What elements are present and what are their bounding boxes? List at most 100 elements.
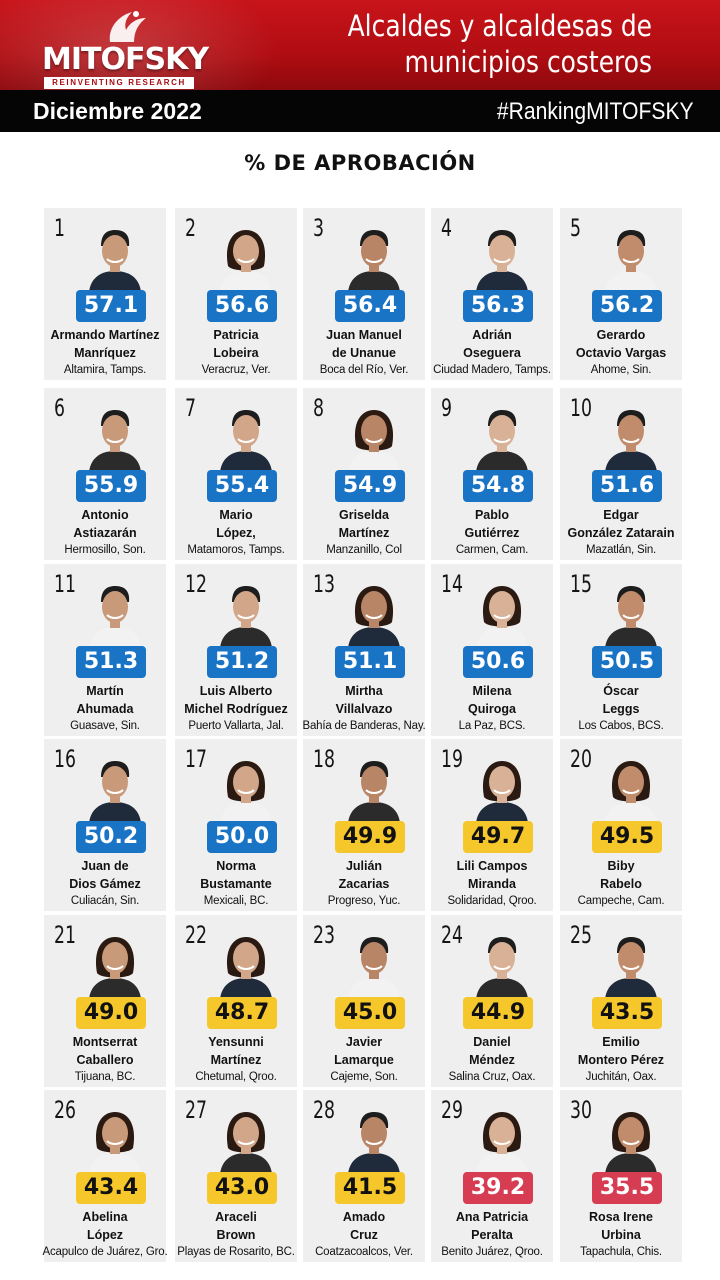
mayor-name-line-1: Javier	[345, 1035, 383, 1049]
mayor-name-line-2: Dios Gámez	[69, 877, 141, 891]
municipality-label: Playas de Rosarito, BC.	[177, 1246, 295, 1258]
rank-number: 10	[570, 394, 592, 422]
mayor-card: 2 56.6 Patricia Lobeira Veracruz, Ver.	[175, 208, 297, 380]
rank-number: 18	[313, 745, 335, 773]
rank-number: 23	[313, 921, 335, 949]
mayor-name: Mirtha Villalvazo	[303, 682, 425, 718]
logo-emblem-icon	[109, 11, 146, 42]
approval-score-badge: 41.5	[335, 1172, 405, 1204]
approval-score-badge: 39.2	[463, 1172, 533, 1204]
mayor-name-line-1: Gerardo	[596, 328, 646, 342]
rank-number: 22	[185, 921, 207, 949]
mayor-name-line-2: Caballero	[76, 1053, 134, 1067]
municipality-label: Acapulco de Juárez, Gro.	[42, 1246, 168, 1258]
municipality-label: Tijuana, BC.	[74, 1071, 136, 1083]
mayor-name: Griselda Martínez	[303, 506, 425, 542]
approval-score-badge: 49.9	[335, 821, 405, 853]
mayor-name-line-1: Antonio	[81, 508, 129, 522]
approval-score-badge: 55.4	[207, 470, 277, 502]
mayor-card: 6 55.9 Antonio Astiazarán Hermosillo, Son.	[44, 388, 166, 560]
approval-score-badge: 43.0	[207, 1172, 277, 1204]
mayor-card: 10 51.6 Edgar González Zatarain Mazatlán, Si…	[560, 388, 682, 560]
logo-tagline: REINVENTING RESEARCH	[44, 77, 194, 89]
approval-score-badge: 51.2	[207, 646, 277, 678]
mayor-name-line-2: Martínez	[210, 1053, 262, 1067]
rank-number: 5	[570, 214, 582, 242]
approval-score-badge: 48.7	[207, 997, 277, 1029]
municipality-label: Mazatlán, Sin.	[585, 544, 657, 556]
mayor-name: Milena Quiroga	[431, 682, 553, 718]
portrait-photo	[601, 929, 661, 999]
mayor-name: Martín Ahumada	[44, 682, 166, 718]
rank-number: 7	[185, 394, 197, 422]
portrait-photo	[216, 753, 276, 823]
mayor-card: 26 43.4 Abelina López Acapulco de Juárez, Gr…	[43, 1090, 168, 1262]
rank-number: 30	[570, 1096, 592, 1124]
municipality-label: Ciudad Madero, Tamps.	[433, 364, 551, 376]
mayor-name: Juan Manuel de Unanue	[303, 326, 425, 362]
rank-number: 27	[185, 1096, 207, 1124]
portrait-photo	[601, 222, 661, 292]
municipality-label: Ahome, Sin.	[590, 364, 652, 376]
municipality-label: Tapachula, Chis.	[580, 1246, 662, 1258]
mayor-card: 21 49.0 Montserrat Caballero Tijuana, BC.	[44, 915, 166, 1087]
approval-score-badge: 51.1	[335, 646, 405, 678]
title-line-1: Alcaldes y alcaldesas de	[347, 9, 652, 43]
mayor-name: Emilio Montero Pérez	[560, 1033, 682, 1069]
mayor-name-line-1: Patricia	[213, 328, 259, 342]
mayor-name: Rosa Irene Urbina	[560, 1208, 682, 1244]
mayor-card: 1 57.1 Armando Martínez Manríquez Altamira, …	[44, 208, 166, 380]
mayor-name: Amado Cruz	[303, 1208, 425, 1244]
approval-score-badge: 49.5	[592, 821, 662, 853]
mayor-card: 23 45.0 Javier Lamarque Cajeme, Son.	[303, 915, 425, 1087]
mayor-name: Montserrat Caballero	[44, 1033, 166, 1069]
portrait-photo	[216, 1104, 276, 1174]
mayor-card: 30 35.5 Rosa Irene Urbina Tapachula, Chis.	[560, 1090, 682, 1262]
mayor-name-line-1: Daniel	[473, 1035, 511, 1049]
mitofsky-logo: MITOFSKY REINVENTING RESEARCH	[42, 8, 209, 89]
mayor-name-line-2: González Zatarain	[567, 526, 675, 540]
portrait-photo	[344, 929, 404, 999]
mayor-card: 28 41.5 Amado Cruz Coatzacoalcos, Ver.	[303, 1090, 425, 1262]
mayor-name-line-1: Juan Manuel	[326, 328, 402, 342]
header-banner: MITOFSKY REINVENTING RESEARCH Alcaldes y…	[0, 0, 720, 90]
mayor-card: 22 48.7 Yensunni Martínez Chetumal, Qroo.	[175, 915, 297, 1087]
rank-number: 21	[54, 921, 76, 949]
approval-score-badge: 50.0	[207, 821, 277, 853]
portrait-photo	[601, 1104, 661, 1174]
approval-score-badge: 35.5	[592, 1172, 662, 1204]
rank-number: 2	[185, 214, 197, 242]
portrait-photo	[85, 402, 145, 472]
mayor-name-line-1: Norma	[216, 859, 256, 873]
municipality-label: Culiacán, Sin.	[70, 895, 140, 907]
portrait-photo	[601, 753, 661, 823]
mayor-name: Antonio Astiazarán	[44, 506, 166, 542]
rank-number: 17	[185, 745, 207, 773]
municipality-label: Veracruz, Ver.	[201, 364, 271, 376]
rank-number: 14	[441, 570, 463, 598]
mayor-card: 24 44.9 Daniel Méndez Salina Cruz, Oax.	[431, 915, 553, 1087]
mayor-name-line-1: Emilio	[602, 1035, 640, 1049]
rank-number: 11	[54, 570, 76, 598]
mayor-name: Juan de Dios Gámez	[44, 857, 166, 893]
rank-number: 4	[441, 214, 453, 242]
mayor-name-line-2: Rabelo	[600, 877, 642, 891]
approval-score-badge: 54.8	[463, 470, 533, 502]
rank-number: 8	[313, 394, 325, 422]
mayor-name: Gerardo Octavio Vargas	[560, 326, 682, 362]
logo-wordmark: MITOFSKY	[42, 42, 209, 77]
mayor-card: 9 54.8 Pablo Gutiérrez Carmen, Cam.	[431, 388, 553, 560]
municipality-label: Juchitán, Oax.	[585, 1071, 657, 1083]
rank-number: 19	[441, 745, 463, 773]
mayor-card: 25 43.5 Emilio Montero Pérez Juchitán, Oax.	[560, 915, 682, 1087]
municipality-label: Cajeme, Son.	[330, 1071, 398, 1083]
mayor-name-line-2: Villalvazo	[335, 702, 393, 716]
mayor-card: 20 49.5 Biby Rabelo Campeche, Cam.	[560, 739, 682, 911]
rank-number: 15	[570, 570, 592, 598]
approval-score-badge: 43.4	[76, 1172, 146, 1204]
municipality-label: Campeche, Cam.	[577, 895, 665, 907]
report-date: Diciembre 2022	[33, 98, 202, 124]
approval-score-badge: 50.2	[76, 821, 146, 853]
municipality-label: Mexicali, BC.	[203, 895, 269, 907]
mayor-name-line-2: Martínez	[338, 526, 390, 540]
